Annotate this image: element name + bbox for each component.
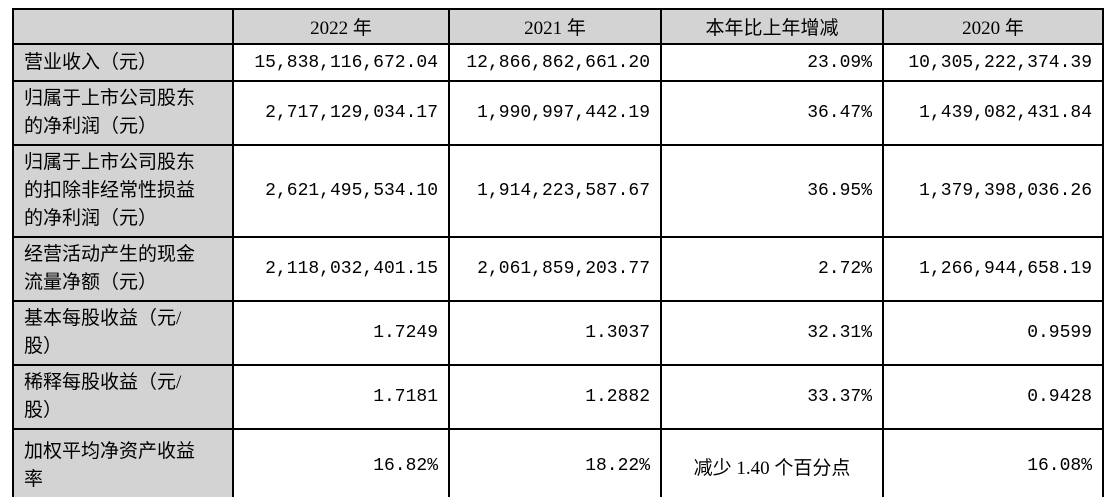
value-2022: 16.82% [232,428,450,497]
value-change: 2.72% [660,236,884,302]
table-row: 基本每股收益（元/ 股） 1.7249 1.3037 32.31% 0.9599 [12,300,1104,366]
row-label-net-profit-deducted: 归属于上市公司股东 的扣除非经常性损益 的净利润（元） [12,144,234,238]
value-2021: 1,914,223,587.67 [448,144,662,238]
value-2021: 1.3037 [448,300,662,366]
row-label-revenue: 营业收入（元） [12,43,234,82]
value-2022: 1.7249 [232,300,450,366]
value-2020: 1,379,398,036.26 [882,144,1104,238]
value-2020: 0.9599 [882,300,1104,366]
value-change: 33.37% [660,364,884,430]
table-row: 归属于上市公司股东 的净利润（元） 2,717,129,034.17 1,990… [12,80,1104,146]
header-row: 2022 年 2021 年 本年比上年增减 2020 年 [12,8,1104,45]
row-label-diluted-eps: 稀释每股收益（元/ 股） [12,364,234,430]
value-2021: 1,990,997,442.19 [448,80,662,146]
value-2022: 2,118,032,401.15 [232,236,450,302]
table-row: 经营活动产生的现金 流量净额（元） 2,118,032,401.15 2,061… [12,236,1104,302]
value-2021: 18.22% [448,428,662,497]
row-label-net-profit: 归属于上市公司股东 的净利润（元） [12,80,234,146]
value-2021: 2,061,859,203.77 [448,236,662,302]
value-2022: 1.7181 [232,364,450,430]
header-2022: 2022 年 [232,8,450,45]
table-row: 加权平均净资产收益 率 16.82% 18.22% 减少 1.40 个百分点 1… [12,428,1104,497]
value-2021: 1.2882 [448,364,662,430]
value-2020: 0.9428 [882,364,1104,430]
value-2022: 2,717,129,034.17 [232,80,450,146]
financial-summary-table: 2022 年 2021 年 本年比上年增减 2020 年 营业收入（元） 15,… [12,8,1104,497]
header-2021: 2021 年 [448,8,662,45]
value-change: 减少 1.40 个百分点 [660,428,884,497]
row-label-basic-eps: 基本每股收益（元/ 股） [12,300,234,366]
row-label-weighted-roe: 加权平均净资产收益 率 [12,428,234,497]
header-change: 本年比上年增减 [660,8,884,45]
header-empty-cell [12,8,234,45]
value-2020: 16.08% [882,428,1104,497]
table-row: 稀释每股收益（元/ 股） 1.7181 1.2882 33.37% 0.9428 [12,364,1104,430]
value-2022: 2,621,495,534.10 [232,144,450,238]
table-row: 归属于上市公司股东 的扣除非经常性损益 的净利润（元） 2,621,495,53… [12,144,1104,238]
value-2020: 1,439,082,431.84 [882,80,1104,146]
value-2021: 12,866,862,661.20 [448,43,662,82]
value-change: 32.31% [660,300,884,366]
value-change: 36.95% [660,144,884,238]
value-2020: 10,305,222,374.39 [882,43,1104,82]
row-label-operating-cashflow: 经营活动产生的现金 流量净额（元） [12,236,234,302]
header-2020: 2020 年 [882,8,1104,45]
value-2020: 1,266,944,658.19 [882,236,1104,302]
value-2022: 15,838,116,672.04 [232,43,450,82]
table-row: 营业收入（元） 15,838,116,672.04 12,866,862,661… [12,43,1104,82]
value-change: 36.47% [660,80,884,146]
value-change: 23.09% [660,43,884,82]
